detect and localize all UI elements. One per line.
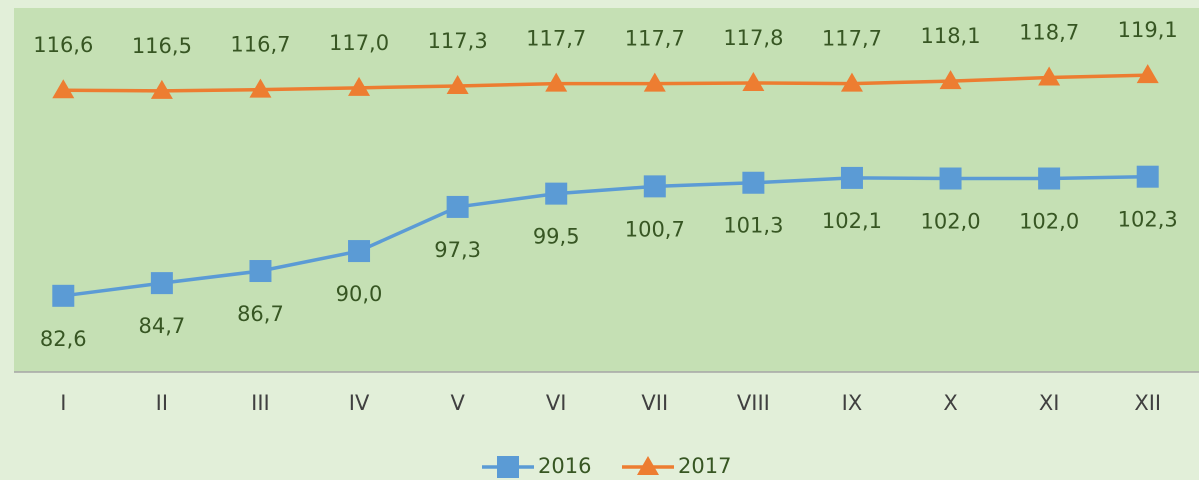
data-label: 102,0 [1019, 210, 1079, 234]
x-tick-label: XI [1039, 391, 1060, 415]
data-label: 86,7 [237, 302, 284, 326]
data-point [348, 240, 371, 263]
data-point [348, 76, 371, 96]
data-point [150, 79, 173, 99]
x-tick-label: VIII [737, 391, 770, 415]
data-label: 118,1 [920, 24, 980, 48]
data-point [52, 284, 75, 307]
data-point [939, 167, 962, 190]
data-point [643, 175, 666, 198]
x-tick-label: XII [1134, 391, 1161, 415]
data-label: 117,7 [822, 27, 882, 51]
legend-label: 2017 [678, 454, 731, 478]
data-point [840, 72, 863, 92]
data-label: 102,0 [920, 210, 980, 234]
data-label: 116,5 [132, 34, 192, 58]
data-label: 90,0 [336, 282, 383, 306]
x-tick-label: VII [641, 391, 668, 415]
data-label: 82,6 [40, 327, 87, 351]
legend-label: 2016 [538, 454, 591, 478]
data-point [742, 71, 765, 91]
x-tick-label: III [251, 391, 270, 415]
data-point [446, 75, 469, 94]
data-point [643, 72, 666, 92]
data-point [446, 195, 469, 218]
data-label: 100,7 [625, 217, 685, 241]
x-tick-label: II [156, 391, 168, 415]
data-label: 84,7 [138, 314, 185, 338]
data-label: 117,8 [723, 26, 783, 50]
data-label: 101,3 [723, 214, 783, 238]
data-label: 116,6 [33, 33, 93, 57]
data-label: 99,5 [533, 225, 580, 249]
data-label: 117,7 [526, 27, 586, 51]
data-point [840, 166, 863, 189]
data-label: 118,7 [1019, 21, 1079, 45]
data-point [150, 272, 173, 295]
data-point [249, 260, 272, 283]
data-label: 102,3 [1118, 208, 1178, 232]
data-label: 102,1 [822, 209, 882, 233]
series-line [63, 73, 1148, 93]
x-tick-label: X [943, 391, 957, 415]
data-point [1136, 165, 1159, 188]
data-label: 117,0 [329, 31, 389, 55]
x-tick-label: VI [546, 391, 567, 415]
data-point [1038, 66, 1061, 86]
data-point [249, 78, 272, 98]
data-label: 119,1 [1118, 18, 1178, 42]
x-tick-label: IV [349, 391, 370, 415]
data-point [545, 72, 568, 92]
x-tick-label: I [60, 391, 66, 415]
data-point [545, 182, 568, 205]
data-point [1136, 64, 1159, 84]
series-line [63, 174, 1148, 298]
data-label: 97,3 [434, 238, 481, 262]
data-label: 117,3 [428, 29, 488, 53]
data-point [1038, 167, 1061, 190]
x-tick-label: V [450, 391, 465, 415]
data-point [742, 171, 765, 194]
legend-marker [637, 456, 659, 475]
data-label: 116,7 [230, 33, 290, 57]
x-tick-label: IX [842, 391, 863, 415]
legend-marker [497, 456, 519, 478]
data-point [52, 79, 75, 99]
data-point [939, 70, 962, 90]
data-label: 117,7 [625, 27, 685, 51]
